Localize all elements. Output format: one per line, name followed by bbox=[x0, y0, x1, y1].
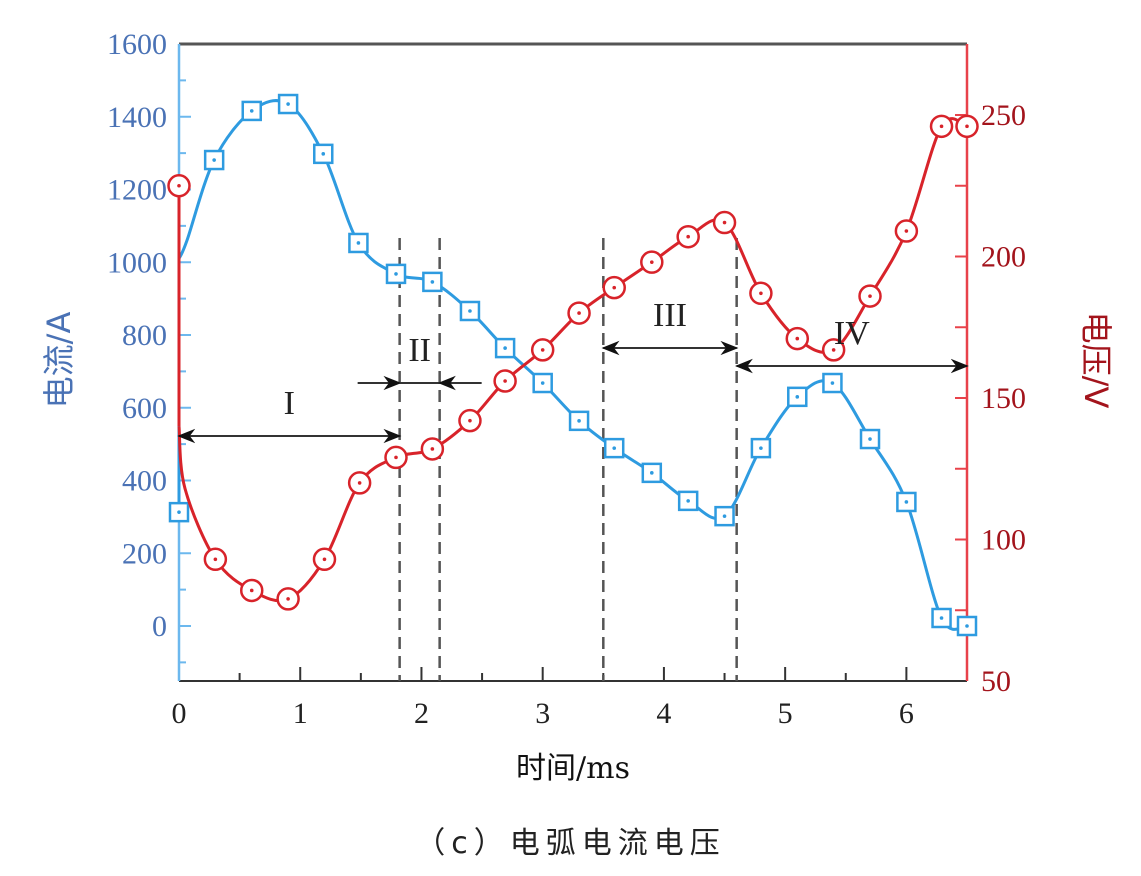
right-tick-label: 200 bbox=[981, 241, 1026, 274]
marker-dot bbox=[503, 379, 507, 383]
marker-dot bbox=[286, 102, 290, 106]
voltage-series bbox=[167, 114, 979, 611]
right-tick-label: 250 bbox=[981, 99, 1026, 132]
marker-dot bbox=[249, 588, 254, 593]
marker-dot bbox=[965, 124, 969, 129]
marker-dot bbox=[177, 510, 181, 514]
marker-dot bbox=[759, 446, 763, 450]
marker-dot bbox=[795, 395, 800, 399]
marker-dot bbox=[577, 419, 581, 423]
marker-dot bbox=[356, 241, 361, 245]
left-y-axis-current: 0 200 400 600 800 1000 1200 1400 1600 bbox=[107, 28, 191, 681]
marker-dot bbox=[965, 624, 969, 628]
right-y-axis-voltage: 50 100 150 200 250 bbox=[955, 44, 1026, 698]
marker-dot bbox=[868, 294, 872, 298]
left-tick-label: 400 bbox=[122, 465, 167, 498]
x-tick-label: 2 bbox=[414, 697, 429, 730]
left-tick-label: 1600 bbox=[107, 28, 167, 61]
marker-dot bbox=[540, 348, 545, 352]
marker-dot bbox=[939, 616, 944, 620]
left-tick-label: 0 bbox=[152, 610, 167, 643]
right-tick-label: 50 bbox=[981, 665, 1011, 698]
marker-dot bbox=[759, 291, 763, 296]
marker-dot bbox=[831, 348, 836, 352]
right-tick-label: 100 bbox=[981, 524, 1026, 557]
marker-dot bbox=[286, 597, 290, 601]
marker-dot bbox=[177, 183, 181, 188]
figure-caption: （c）电弧电流电压 bbox=[415, 826, 726, 861]
marker-dot bbox=[830, 381, 835, 385]
left-tick-label: 1200 bbox=[107, 174, 167, 207]
x-tick-label: 1 bbox=[293, 697, 308, 730]
x-axis-title: 时间/ms bbox=[516, 751, 630, 786]
left-tick-label: 1000 bbox=[107, 246, 167, 279]
marker-dot bbox=[904, 500, 909, 504]
marker-dot bbox=[394, 455, 398, 460]
marker-dot bbox=[795, 336, 800, 341]
marker-dot bbox=[650, 260, 654, 264]
current-series bbox=[168, 93, 978, 637]
marker-dot bbox=[430, 280, 435, 284]
right-axis-title: 电压/V bbox=[1077, 312, 1115, 409]
marker-dot bbox=[722, 220, 727, 225]
plot-frame bbox=[179, 42, 967, 682]
marker-dot bbox=[686, 234, 690, 239]
marker-dot bbox=[322, 557, 327, 562]
marker-dot bbox=[321, 152, 326, 156]
x-axis-time: 0 1 2 3 4 5 6 bbox=[172, 667, 914, 730]
marker-dot bbox=[868, 437, 872, 441]
marker-dot bbox=[540, 381, 545, 385]
marker-dot bbox=[939, 124, 944, 129]
marker-dot bbox=[722, 514, 727, 518]
marker-dot bbox=[577, 311, 581, 315]
marker-dot bbox=[503, 346, 507, 350]
voltage-line bbox=[177, 117, 968, 603]
x-tick-label: 3 bbox=[535, 697, 550, 730]
marker-dot bbox=[650, 471, 654, 475]
right-tick-label: 150 bbox=[981, 382, 1026, 415]
left-tick-label: 1400 bbox=[107, 101, 167, 134]
marker-dot bbox=[468, 309, 472, 313]
left-tick-label: 200 bbox=[122, 537, 167, 570]
x-tick-label: 6 bbox=[899, 697, 914, 730]
marker-dot bbox=[357, 481, 362, 485]
marker-dot bbox=[904, 229, 909, 233]
x-tick-label: 4 bbox=[656, 697, 671, 730]
region-label-I: I bbox=[284, 385, 295, 422]
marker-dot bbox=[212, 158, 216, 162]
marker-dot bbox=[468, 418, 472, 423]
marker-dot bbox=[686, 499, 690, 503]
marker-dot bbox=[249, 109, 254, 113]
marker-dot bbox=[612, 285, 617, 290]
current-line bbox=[177, 99, 968, 631]
left-tick-label: 600 bbox=[122, 392, 167, 425]
region-label-IV: IV bbox=[834, 315, 870, 352]
marker-dot bbox=[394, 272, 398, 276]
left-tick-label: 800 bbox=[122, 319, 167, 352]
region-label-II: II bbox=[408, 332, 431, 369]
marker-dot bbox=[430, 447, 435, 451]
x-tick-label: 0 bbox=[172, 697, 187, 730]
region-divider-lines bbox=[398, 238, 738, 681]
left-axis-title: 电流/A bbox=[40, 312, 78, 409]
marker-dot bbox=[213, 557, 218, 562]
x-tick-label: 5 bbox=[778, 697, 793, 730]
region-label-III: III bbox=[653, 297, 687, 334]
marker-dot bbox=[612, 446, 617, 450]
